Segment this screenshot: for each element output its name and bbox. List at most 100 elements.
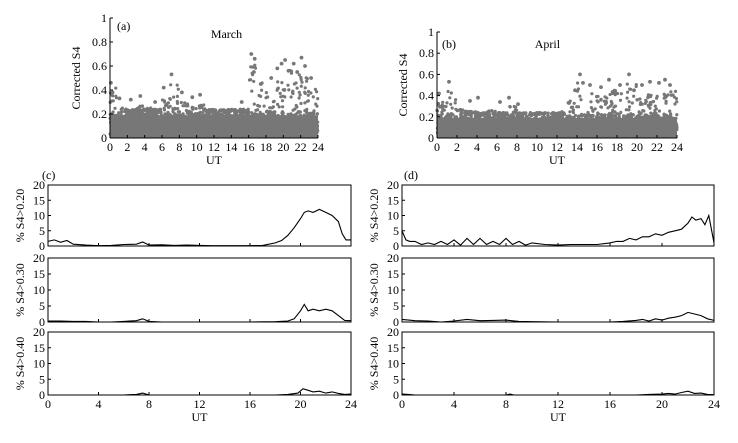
y-axis-label: % S4>0.30	[13, 263, 27, 316]
scatter-point	[249, 52, 254, 56]
scatter-point	[438, 105, 442, 109]
scatter-point	[297, 73, 301, 77]
scatter-point	[149, 110, 153, 114]
scatter-point	[286, 68, 291, 73]
scatter-band	[110, 115, 318, 138]
scatter-point	[298, 93, 302, 97]
scatter-point	[664, 101, 668, 105]
scatter-point	[613, 90, 617, 95]
scatter-point	[239, 100, 244, 104]
scatter-point	[275, 88, 279, 92]
scatter-point	[508, 105, 512, 109]
scatter-point	[481, 111, 485, 115]
scatter-point	[291, 89, 295, 93]
panel-b: 00.20.40.60.810 2 4 6 8 10 12 14 16 18 20 22 24UTCor…	[396, 25, 683, 167]
y-axis-label: % S4>0.40	[13, 337, 27, 390]
scatter-point	[130, 108, 134, 112]
scatter-point	[305, 79, 309, 83]
scatter-point	[668, 83, 672, 87]
scatter-point	[114, 86, 118, 90]
scatter-point	[259, 94, 263, 98]
scatter-point	[117, 96, 122, 101]
scatter-point	[478, 112, 482, 116]
y-tick-label: 10	[33, 357, 45, 371]
x-tick-label: 16	[243, 140, 255, 154]
scatter-point	[440, 103, 444, 107]
scatter-point	[588, 83, 592, 87]
scatter-point	[158, 107, 163, 111]
x-tick-label: 22	[295, 140, 307, 154]
x-tick-label: 10	[191, 140, 203, 154]
scatter-point	[173, 107, 177, 111]
scatter-point	[567, 101, 571, 105]
scatter-point	[628, 87, 632, 91]
scatter-point	[610, 101, 614, 105]
scatter-point	[262, 104, 266, 108]
plot-frame	[47, 257, 352, 323]
scatter-point	[619, 92, 623, 96]
scatter-point	[299, 101, 303, 106]
scatter-point	[175, 94, 179, 98]
scatter-point	[523, 111, 527, 115]
scatter-point	[165, 103, 169, 107]
scatter-point	[114, 94, 118, 98]
scatter-point	[578, 94, 582, 98]
series-line	[401, 213, 715, 246]
panel-a: 00.20.40.60.810 2 4 6 8 10 12 14 16 18 20 22 24UTCor…	[69, 11, 324, 167]
scatter-point	[224, 110, 228, 114]
x-tick-label: 12	[552, 397, 564, 411]
scatter-point	[153, 100, 158, 104]
panel-label: (d)	[404, 168, 418, 182]
scatter-point	[181, 104, 185, 108]
scatter-point	[264, 96, 268, 100]
scatter-point	[111, 99, 115, 103]
scatter-point	[447, 79, 451, 84]
x-tick-label: 4	[142, 140, 148, 154]
scatter-point	[510, 113, 514, 117]
scatter-point	[306, 93, 310, 97]
scatter-point	[586, 110, 590, 115]
scatter-point	[437, 91, 441, 96]
panel-title: March	[211, 27, 242, 41]
scatter-point	[589, 100, 593, 104]
scatter-point	[213, 111, 217, 115]
scatter-point	[619, 110, 623, 114]
scatter-point	[591, 108, 595, 112]
scatter-point	[602, 99, 606, 103]
scatter-point	[632, 94, 636, 98]
x-tick-label: 24	[345, 397, 357, 411]
y-tick-label: 5	[39, 224, 45, 238]
scatter-point	[280, 81, 284, 85]
y-tick-label: 10	[387, 283, 399, 297]
scatter-point	[299, 84, 303, 88]
scatter-point	[176, 107, 180, 111]
scatter-point	[458, 107, 462, 112]
x-tick-label: 0	[399, 397, 405, 411]
scatter-point	[514, 105, 518, 109]
scatter-point	[272, 99, 276, 103]
x-tick-label: 0	[45, 397, 51, 411]
y-tick-label: 0	[393, 239, 399, 253]
scatter-point	[599, 85, 603, 89]
scatter-point	[669, 90, 673, 94]
scatter-point	[294, 103, 298, 108]
y-tick-label: 15	[387, 267, 399, 281]
scatter-point	[461, 108, 465, 112]
scatter-point	[652, 113, 656, 118]
scatter-point	[555, 114, 559, 118]
scatter-point	[303, 86, 307, 90]
y-tick-label: 10	[387, 209, 399, 223]
scatter-point	[669, 112, 673, 116]
y-axis-label: % S4>0.20	[367, 189, 381, 242]
y-tick-label: 10	[387, 357, 399, 371]
scatter-point	[297, 90, 301, 94]
scatter-point	[277, 105, 281, 109]
scatter-point	[316, 97, 320, 101]
series-line	[47, 208, 351, 247]
scatter-point	[643, 113, 648, 117]
scatter-point	[172, 111, 176, 115]
scatter-point	[560, 114, 565, 118]
scatter-point	[593, 107, 597, 111]
scatter-point	[625, 82, 629, 86]
